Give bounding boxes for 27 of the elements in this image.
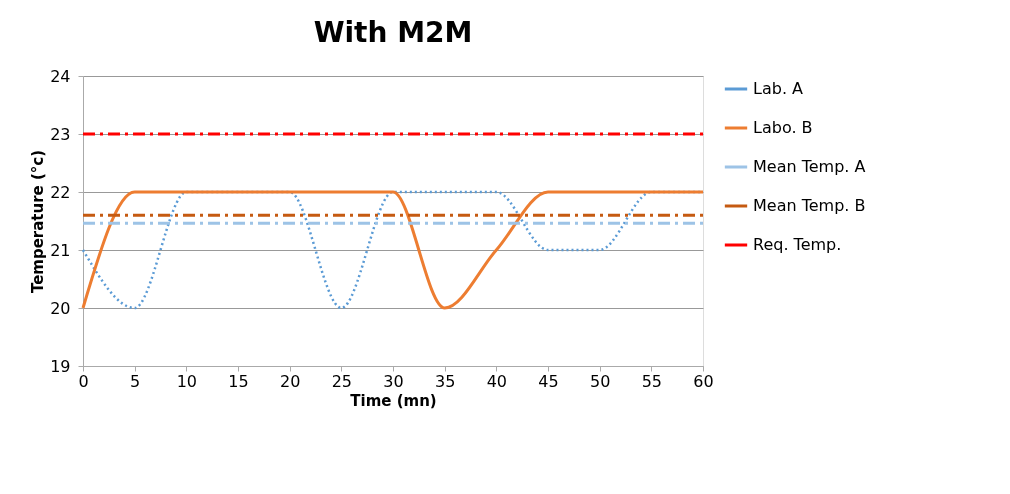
y-tick-label: 21 (50, 240, 71, 260)
x-tick-label: 60 (693, 371, 714, 391)
y-axis-title: Temperature (°c) (29, 149, 48, 294)
x-tick-label: 45 (538, 371, 559, 391)
y-tick-label: 19 (50, 356, 71, 376)
x-axis-title: Time (mn) (350, 391, 437, 410)
chart-title: With M2M (313, 16, 473, 49)
y-tick-label: 24 (50, 66, 71, 86)
x-tick-label: 55 (641, 371, 663, 391)
x-tick-label: 0 (78, 371, 89, 391)
y-tick-label: 20 (50, 298, 71, 318)
legend-label: Labo. B (753, 118, 813, 137)
legend-label: Req. Temp. (753, 235, 842, 254)
legend-label: Lab. A (753, 79, 804, 98)
x-tick-label: 40 (486, 371, 508, 391)
x-tick-label: 15 (228, 371, 249, 391)
legend-label: Mean Temp. B (753, 196, 866, 215)
x-tick-label: 20 (279, 371, 301, 391)
x-tick-label: 50 (589, 371, 611, 391)
y-tick-label: 22 (50, 182, 71, 202)
x-tick-label: 25 (331, 371, 353, 391)
y-tick-label: 23 (50, 124, 71, 144)
x-tick-label: 10 (176, 371, 198, 391)
x-tick-label: 35 (434, 371, 456, 391)
x-tick-label: 30 (383, 371, 404, 391)
x-tick-label: 5 (130, 371, 141, 391)
legend-label: Mean Temp. A (753, 157, 866, 176)
